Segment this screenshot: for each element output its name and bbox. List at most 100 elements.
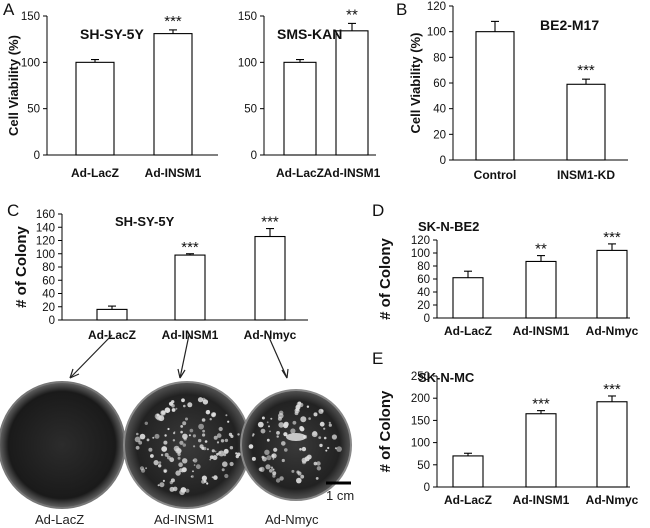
colony-dot bbox=[276, 431, 280, 435]
colony-dot bbox=[136, 432, 139, 436]
category-label: Ad-INSM1 bbox=[513, 493, 570, 507]
colony-dot bbox=[181, 398, 185, 403]
colony-dot bbox=[223, 453, 227, 457]
colony-dot bbox=[313, 412, 318, 417]
colony-dot bbox=[182, 433, 188, 440]
colony-dot bbox=[167, 427, 170, 431]
colony-dot bbox=[308, 417, 311, 420]
colony-dot bbox=[272, 468, 275, 471]
colony-dot bbox=[315, 477, 319, 480]
colony-dot bbox=[179, 440, 184, 445]
colony-dot bbox=[283, 421, 289, 427]
y-tick-label: 60 bbox=[417, 274, 430, 286]
plate-label-nmyc: Ad-Nmyc bbox=[265, 512, 319, 527]
colony-dot bbox=[192, 434, 196, 438]
colony-dot bbox=[319, 421, 325, 427]
colony-dot bbox=[164, 434, 167, 437]
colony-dot bbox=[178, 462, 183, 468]
colony-dot bbox=[216, 433, 222, 438]
colony-dot bbox=[163, 468, 168, 473]
colony-dot bbox=[266, 438, 270, 442]
colony-dot bbox=[222, 461, 228, 468]
colony-dot bbox=[276, 435, 279, 438]
bar bbox=[174, 254, 206, 321]
bar bbox=[452, 277, 484, 319]
y-axis-label: Cell Viability (%) bbox=[6, 35, 21, 136]
significance-label: ** bbox=[346, 6, 358, 23]
y-tick-label: 0 bbox=[34, 150, 40, 162]
colony-dot bbox=[336, 446, 342, 452]
y-tick-label: 250 bbox=[411, 371, 430, 383]
colony-dot bbox=[325, 449, 328, 452]
colony-dot bbox=[270, 417, 273, 420]
arrow-nmyc bbox=[267, 334, 288, 379]
colony-dot bbox=[279, 476, 284, 481]
colony-dot bbox=[157, 484, 160, 487]
colony-dot bbox=[291, 469, 295, 473]
colony-dot bbox=[281, 441, 286, 446]
colony-dot bbox=[237, 433, 240, 436]
colony-dot bbox=[271, 454, 275, 458]
colony-dot bbox=[172, 439, 176, 442]
colony-dot bbox=[266, 455, 272, 461]
colony-dot bbox=[177, 452, 181, 456]
colony-dot bbox=[281, 458, 285, 463]
colony-dot bbox=[177, 456, 181, 460]
colony-dot bbox=[173, 445, 180, 452]
colony-dot bbox=[213, 435, 218, 440]
y-tick-label: 80 bbox=[42, 262, 55, 274]
y-tick-label: 100 bbox=[238, 57, 257, 69]
y-tick-label: 0 bbox=[424, 482, 430, 494]
panel-letter-b: B bbox=[396, 0, 407, 19]
bar bbox=[596, 249, 628, 319]
arrows bbox=[69, 334, 289, 379]
bar bbox=[153, 33, 193, 156]
colony-dot bbox=[175, 407, 178, 410]
y-tick-label: 20 bbox=[42, 302, 55, 314]
colony-dot bbox=[211, 476, 214, 479]
chart-a1: 0 50 100 150 Ad-LacZ *** Ad-INSM1 SH-SY-5Y Cell … bbox=[6, 11, 218, 180]
arrow-lacz bbox=[69, 334, 113, 379]
category-label: Ad-INSM1 bbox=[513, 324, 570, 338]
colony-dot bbox=[296, 470, 300, 474]
colony-dot bbox=[182, 458, 188, 464]
bar bbox=[475, 31, 515, 161]
colony-dot bbox=[311, 431, 318, 438]
panel-letter-c: C bbox=[7, 201, 19, 220]
colony-dot bbox=[323, 436, 327, 440]
colony-dot bbox=[224, 473, 229, 479]
colony-dot bbox=[182, 443, 186, 447]
colony-dot bbox=[163, 440, 168, 445]
colony-dot bbox=[146, 438, 150, 442]
chart-b: 0 20 40 60 80 100 120 Control *** INSM1-KD BE2-M17… bbox=[408, 1, 628, 182]
category-label: Ad-INSM1 bbox=[145, 166, 202, 180]
colony-dot bbox=[278, 422, 285, 428]
colony-dot bbox=[262, 456, 267, 462]
significance-label: *** bbox=[603, 229, 621, 246]
colony-dot bbox=[187, 402, 193, 408]
significance-label: *** bbox=[532, 396, 550, 413]
colony-dot bbox=[158, 464, 162, 468]
colony-dot bbox=[204, 440, 208, 443]
colony-dot bbox=[251, 456, 256, 461]
y-tick-label: 40 bbox=[433, 104, 446, 116]
colony-dot bbox=[270, 466, 274, 469]
colony-dot bbox=[264, 449, 270, 455]
colony-dot bbox=[180, 430, 183, 434]
colony-dot bbox=[185, 417, 188, 421]
arrow-insm1 bbox=[179, 334, 190, 379]
colony-dot bbox=[318, 408, 324, 414]
colony-dot bbox=[331, 434, 337, 440]
colony-dot bbox=[319, 443, 323, 448]
colony-dot bbox=[180, 425, 184, 428]
colony-dot bbox=[141, 468, 146, 473]
colony-dot bbox=[214, 450, 217, 453]
colony-dot bbox=[195, 464, 201, 470]
colony-dot bbox=[292, 420, 297, 425]
chart-title: BE2-M17 bbox=[540, 17, 599, 33]
colony-dot bbox=[209, 455, 214, 460]
colony-dot bbox=[279, 410, 284, 415]
colony-dot bbox=[134, 436, 141, 443]
colony-cluster bbox=[286, 433, 306, 441]
